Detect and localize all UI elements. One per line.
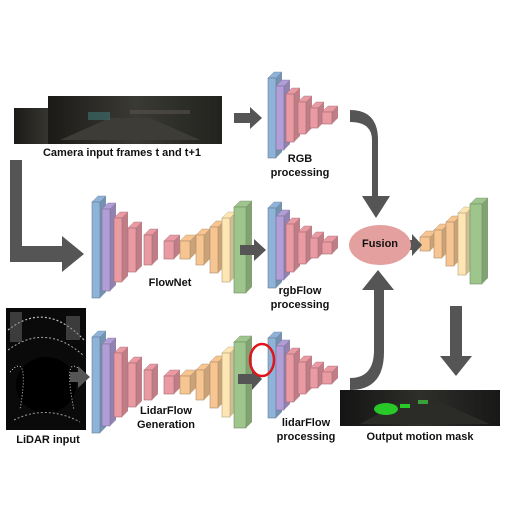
rgbflow-processing-label: rgbFlow processing [268,284,332,312]
rgbflow-processing-network [267,201,339,289]
flownet-network-layer-8 [195,228,211,266]
rgbflow-line2: processing [270,299,330,311]
network-blocks [91,71,489,434]
lidarflow-gen-line1: LidarFlow [140,405,192,417]
arrow-camera-to-flownet [10,160,84,272]
rgbflow-processing-network-layer-6 [321,235,339,255]
flownet-network-layer-5 [143,228,159,266]
lidarflow-generation-network-layer-4 [127,356,143,408]
output-mask-label: Output motion mask [366,431,474,443]
fusion-label: Fusion [361,238,399,250]
flownet-network-layer-4 [127,221,143,273]
lidarflow-generation-network-layer-6 [163,369,181,395]
lidarflow-generation-network-layer-8 [195,363,211,401]
flownet-network-layer-6 [163,234,181,260]
highlight-circle [248,342,276,378]
rgb-processing-label: RGB processing [270,152,330,180]
flownet-label: FlowNet [148,277,192,289]
arrow-camera-to-rgb [234,107,262,129]
lidarflow-generation-network-layer-7 [179,369,197,395]
rgbflow-line1: rgbFlow [278,285,322,297]
lidarflow-generation-label: LidarFlow Generation [126,404,206,432]
output-decoder-network [419,197,489,285]
lidarflow-proc-line1: lidarFlow [281,417,331,429]
fusion-node [349,225,411,265]
arrow-lidarflow-to-fusion [350,270,394,390]
lidarflow-generation-network-layer-3 [113,346,129,418]
arrow-fusion-to-decoder [406,234,422,256]
arrow-flownet-to-rgbflow [240,239,266,261]
rgb-processing-line2: processing [270,167,330,179]
lidar-input-image [6,308,86,430]
camera-input-label: Camera input frames t and t+1 [42,147,202,159]
lidarflow-gen-line2: Generation [136,419,196,431]
output-decoder-network-layer-1 [419,230,437,252]
flownet-network [91,195,253,299]
arrow-lidar-to-generation [70,366,90,388]
arrow-rgb-to-fusion [350,110,390,218]
lidarflow-processing-label: lidarFlow processing [268,416,344,444]
lidarflow-processing-network-layer-6 [321,365,339,385]
rgb-processing-network [267,71,339,159]
flownet-network-layer-7 [179,234,197,260]
lidar-input-label: LiDAR input [16,434,80,446]
rgb-processing-line1: RGB [287,153,313,165]
lidarflow-proc-line2: processing [276,431,336,443]
rgb-processing-network-layer-6 [321,105,339,125]
lidarflow-generation-network-layer-5 [143,363,159,401]
output-decoder-network-layer-5 [469,197,489,285]
camera-input-image [14,96,222,144]
arrow-decoder-to-output [440,306,472,376]
output-mask-image [340,390,500,426]
flownet-network-layer-3 [113,211,129,283]
lidarflow-processing-network [267,331,339,419]
